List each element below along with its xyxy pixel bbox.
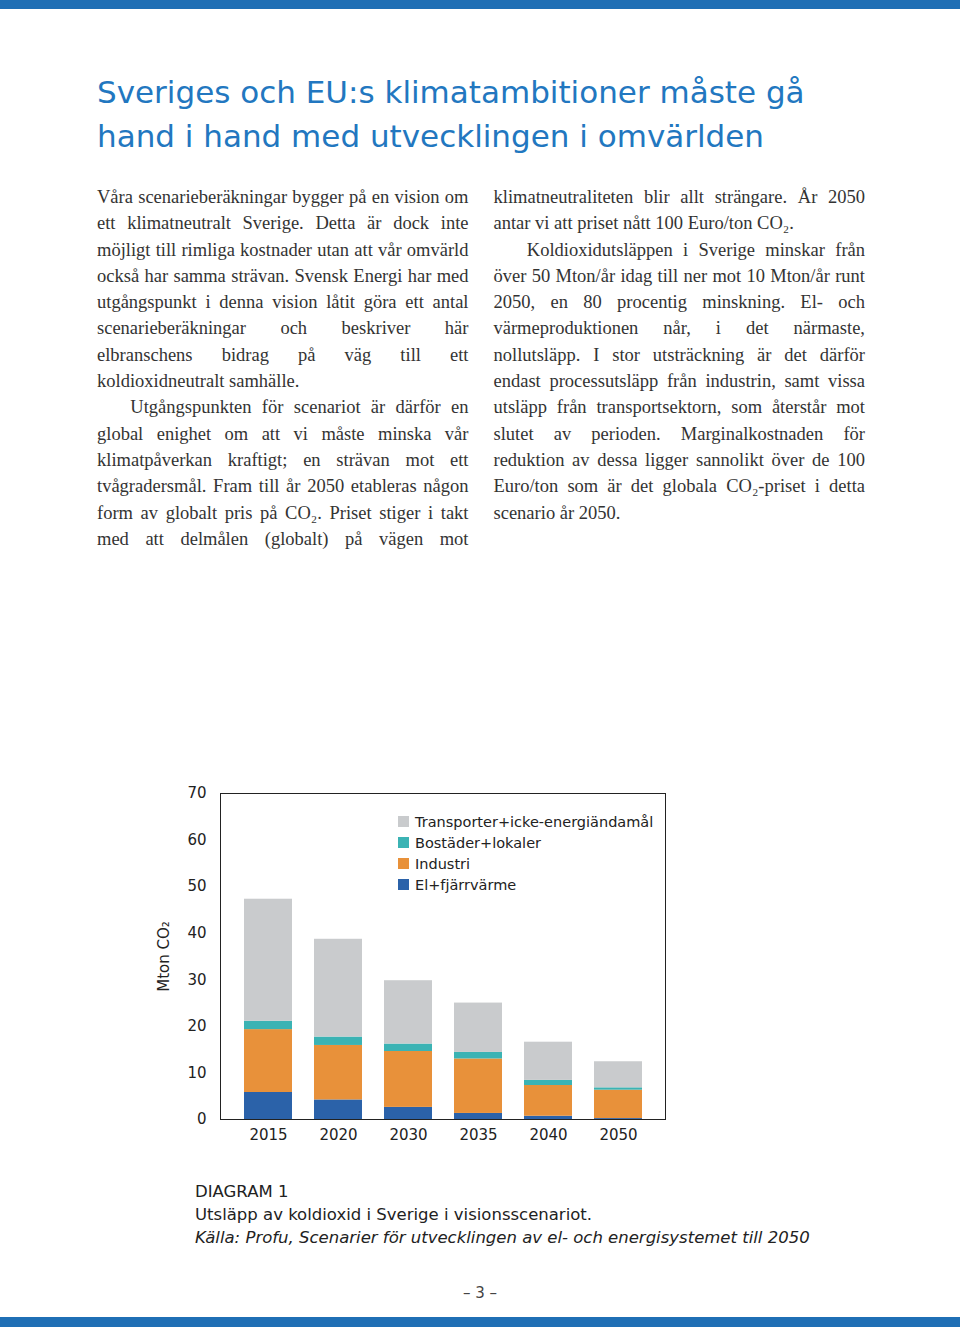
html-text:DIAGRAM 1: DIAGRAM 1 [195, 1182, 289, 1201]
html-text:Bostäder+lokaler: Bostäder+lokaler [415, 834, 541, 851]
svg-text:10: 10 [187, 1064, 206, 1082]
svg-text:0: 0 [197, 1110, 207, 1128]
svg-text:60: 60 [187, 831, 206, 849]
svg-text:20: 20 [187, 1017, 206, 1035]
html-text:– 3 –: – 3 – [463, 1284, 497, 1302]
svg-text:2020: 2020 [319, 1126, 357, 1144]
svg-text:2050: 2050 [599, 1126, 637, 1144]
svg-text:Mton CO₂: Mton CO₂ [155, 921, 173, 992]
svg-text:70: 70 [187, 784, 206, 802]
html-text:Sveriges och EU:s klimatambiti: Sveriges och EU:s klimatambitioner måste… [97, 74, 805, 110]
html-text:Utgångspunkten för scenariot ä: Utgångspunkten för scenariot är därför e… [97, 187, 865, 549]
svg-text:2030: 2030 [389, 1126, 427, 1144]
html-text:hand i hand med utvecklingen i: hand i hand med utvecklingen i omvärlden [97, 118, 764, 154]
html-text:Våra scenarieberäkningar bygge: Våra scenarieberäkningar bygger på en vi… [97, 187, 469, 392]
html-text:Källa: Profu, Scenarier för ut: Källa: Profu, Scenarier för utvecklingen… [195, 1228, 810, 1247]
svg-text:2035: 2035 [459, 1126, 497, 1144]
svg-text:2015: 2015 [249, 1126, 287, 1144]
svg-text:40: 40 [187, 924, 206, 942]
html-text:El+fjärrvärme: El+fjärrvärme [415, 876, 517, 893]
svg-text:30: 30 [187, 971, 206, 989]
html-text:Utsläpp av koldioxid i Sverige: Utsläpp av koldioxid i Sverige i visions… [195, 1205, 592, 1224]
html-text:Industri: Industri [415, 855, 471, 872]
html-text:Transporter+icke-energiändamål: Transporter+icke-energiändamål [415, 813, 654, 830]
html-text:Koldioxidutsläppen i Sverige m: Koldioxidutsläppen i Sverige minskar frå… [493, 239, 865, 523]
svg-text:2040: 2040 [529, 1126, 567, 1144]
svg-text:50: 50 [187, 877, 206, 895]
